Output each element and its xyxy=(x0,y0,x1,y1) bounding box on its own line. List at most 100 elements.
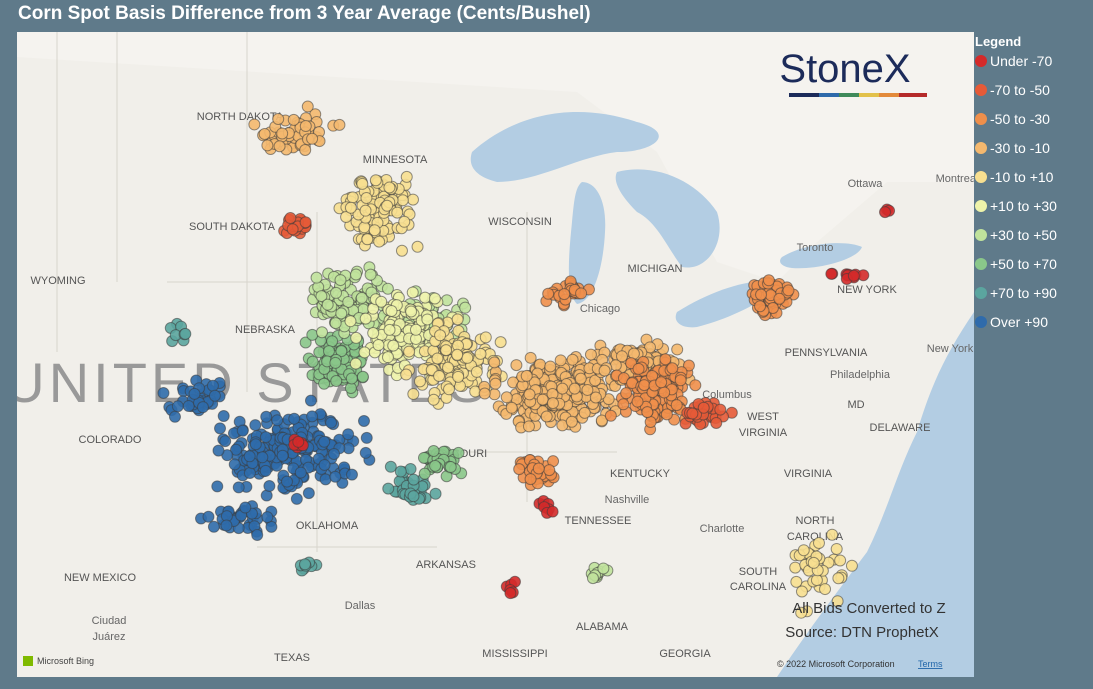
bid-dot xyxy=(329,470,342,483)
map: UNITED STATES NORTH DAKOTAMINNESOTASOUTH… xyxy=(17,32,974,677)
bid-dot xyxy=(329,317,342,330)
bid-dot xyxy=(306,410,319,423)
bid-dot xyxy=(249,419,262,432)
bid-dot xyxy=(620,387,633,400)
bid-dot xyxy=(292,435,305,448)
bid-dot xyxy=(500,391,513,404)
bid-dot xyxy=(546,505,559,518)
legend-item: +70 to +90 xyxy=(975,285,1093,314)
bid-dot xyxy=(584,348,597,361)
bid-dot xyxy=(375,295,388,308)
bid-dot xyxy=(299,336,312,349)
bid-dot xyxy=(429,487,442,500)
bid-dot xyxy=(284,212,297,225)
bid-dot xyxy=(400,368,413,381)
legend-item: +30 to +50 xyxy=(975,227,1093,256)
bid-dot xyxy=(228,458,241,471)
bid-dot xyxy=(434,329,447,342)
bid-dot xyxy=(578,406,591,419)
place-label: CAROLINA xyxy=(730,581,787,593)
bid-dot xyxy=(276,127,289,140)
bid-dot xyxy=(834,554,847,567)
bid-dot xyxy=(318,435,331,448)
bid-dot xyxy=(369,174,382,187)
place-label: WYOMING xyxy=(31,275,86,287)
bid-dot xyxy=(431,352,444,365)
bid-dot xyxy=(543,464,556,477)
bid-dot xyxy=(461,351,474,364)
bid-dot xyxy=(524,351,537,364)
bid-dot xyxy=(212,444,225,457)
bid-dot xyxy=(659,353,672,366)
bid-dot xyxy=(411,240,424,253)
bid-dot xyxy=(168,410,181,423)
bid-dot xyxy=(287,113,300,126)
bid-dot xyxy=(631,395,644,408)
bid-dot xyxy=(513,463,526,476)
bid-dot xyxy=(330,286,343,299)
bid-dot xyxy=(367,327,380,340)
place-label: WISCONSIN xyxy=(488,216,552,228)
bid-dot xyxy=(299,216,312,229)
bid-dot xyxy=(831,595,844,608)
bid-dot xyxy=(220,519,233,532)
place-label: DELAWARE xyxy=(870,422,931,434)
place-label: NORTH xyxy=(796,515,835,527)
bid-dot xyxy=(342,428,355,441)
bid-dot xyxy=(428,292,441,305)
bid-dot xyxy=(208,389,221,402)
bid-dot xyxy=(406,193,419,206)
bid-dot xyxy=(488,356,501,369)
place-label: GEORGIA xyxy=(659,648,711,660)
bid-dot xyxy=(407,388,420,401)
bid-dot xyxy=(360,191,373,204)
bid-dot xyxy=(504,587,517,600)
bid-dot xyxy=(558,288,571,301)
bid-dot xyxy=(381,199,394,212)
bid-dot xyxy=(249,438,262,451)
place-label: OKLAHOMA xyxy=(296,520,359,532)
bid-dot xyxy=(586,572,599,585)
bid-dot xyxy=(773,292,786,305)
legend-swatch xyxy=(975,113,987,125)
place-label: MINNESOTA xyxy=(363,154,428,166)
bid-dot xyxy=(299,120,312,133)
bid-dot xyxy=(682,359,695,372)
legend-label: -70 to -50 xyxy=(990,82,1050,98)
bid-dot xyxy=(710,416,723,429)
bid-dot xyxy=(419,291,432,304)
bid-dot xyxy=(795,585,808,598)
bid-dot xyxy=(229,443,242,456)
bid-dot xyxy=(568,382,581,395)
bid-dot xyxy=(356,177,369,190)
bid-dot xyxy=(790,575,803,588)
bid-dot xyxy=(510,359,523,372)
bid-dot xyxy=(344,315,357,328)
bid-dot xyxy=(522,420,535,433)
place-label: New York xyxy=(927,343,974,355)
bid-dot xyxy=(589,391,602,404)
bid-dot xyxy=(383,323,396,336)
bid-dot xyxy=(207,520,220,533)
bid-dot xyxy=(641,406,654,419)
bid-dot xyxy=(444,461,457,474)
legend-label: -30 to -10 xyxy=(990,140,1050,156)
place-label: Juárez xyxy=(92,631,125,643)
place-label: Montreal xyxy=(936,173,974,185)
bid-dot xyxy=(810,574,823,587)
bid-dot xyxy=(524,473,537,486)
bid-dot xyxy=(523,388,536,401)
bid-dot xyxy=(306,132,319,145)
bid-dot xyxy=(294,466,307,479)
bid-dot xyxy=(714,403,727,416)
terms-link[interactable]: Terms xyxy=(918,659,943,669)
bid-dot xyxy=(615,350,628,363)
bid-dot xyxy=(171,400,184,413)
bid-dot xyxy=(364,268,377,281)
legend-item: Over +90 xyxy=(975,314,1093,343)
bid-dot xyxy=(459,301,472,314)
place-label: Ottawa xyxy=(848,178,884,190)
bid-dot xyxy=(304,394,317,407)
bid-dot xyxy=(340,210,353,223)
bid-dot xyxy=(327,447,340,460)
